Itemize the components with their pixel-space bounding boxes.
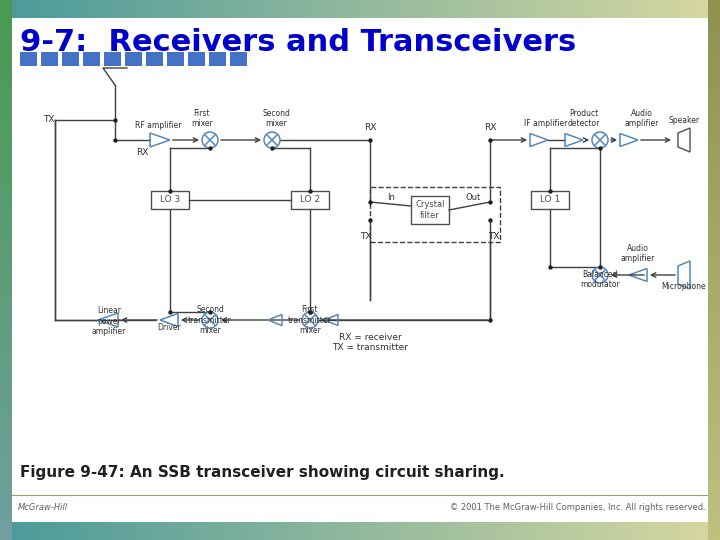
Point bbox=[364, 136, 376, 144]
Text: Linear
power
amplifier: Linear power amplifier bbox=[92, 306, 126, 336]
Point bbox=[109, 116, 121, 124]
Text: Second
mixer: Second mixer bbox=[262, 109, 290, 128]
Text: TX: TX bbox=[360, 232, 372, 241]
Bar bbox=[291, 191, 329, 209]
Text: RF amplifier: RF amplifier bbox=[135, 121, 181, 130]
Bar bbox=[104, 52, 121, 66]
Point bbox=[204, 308, 216, 316]
Text: Product
detector: Product detector bbox=[568, 109, 600, 128]
Text: Out: Out bbox=[465, 193, 480, 202]
Text: In: In bbox=[387, 193, 395, 202]
Point bbox=[544, 262, 556, 271]
Text: TX: TX bbox=[43, 116, 55, 125]
Bar bbox=[188, 52, 205, 66]
Bar bbox=[83, 52, 100, 66]
Text: TX = transmitter: TX = transmitter bbox=[332, 342, 408, 352]
Bar bbox=[531, 191, 569, 209]
Point bbox=[364, 215, 376, 224]
Text: Balanced
modulator: Balanced modulator bbox=[580, 269, 620, 289]
Point bbox=[305, 308, 316, 316]
Point bbox=[544, 187, 556, 195]
Point bbox=[164, 308, 176, 316]
Bar bbox=[209, 52, 226, 66]
Bar bbox=[370, 187, 500, 242]
Bar bbox=[151, 191, 189, 209]
Text: Audio
amplifier: Audio amplifier bbox=[621, 244, 655, 263]
Text: RX: RX bbox=[136, 148, 148, 157]
Point bbox=[204, 144, 216, 152]
Point bbox=[109, 136, 121, 144]
Text: First
mixer: First mixer bbox=[191, 109, 213, 128]
Text: McGraw-Hill: McGraw-Hill bbox=[18, 503, 68, 512]
Text: First
transmitter
mixer: First transmitter mixer bbox=[288, 305, 332, 335]
Bar bbox=[146, 52, 163, 66]
Point bbox=[594, 262, 606, 271]
Text: LO 2: LO 2 bbox=[300, 195, 320, 205]
Text: Figure 9-47: An SSB transceiver showing circuit sharing.: Figure 9-47: An SSB transceiver showing … bbox=[20, 465, 505, 481]
Text: Crystal
filter: Crystal filter bbox=[415, 200, 445, 220]
Point bbox=[485, 215, 496, 224]
Bar bbox=[62, 52, 79, 66]
Text: Microphone: Microphone bbox=[662, 282, 706, 291]
Point bbox=[485, 136, 496, 144]
Text: IF amplifier: IF amplifier bbox=[524, 119, 567, 128]
Text: RX: RX bbox=[484, 123, 496, 132]
Point bbox=[485, 316, 496, 325]
Text: RX: RX bbox=[364, 123, 376, 132]
Bar bbox=[411, 196, 449, 224]
Bar bbox=[125, 52, 142, 66]
Bar bbox=[230, 52, 247, 66]
Bar bbox=[167, 52, 184, 66]
Point bbox=[266, 144, 278, 152]
Point bbox=[164, 187, 176, 195]
Text: Speaker: Speaker bbox=[668, 116, 700, 125]
Text: TX: TX bbox=[488, 232, 500, 241]
Point bbox=[305, 308, 316, 316]
Text: 9-7:  Receivers and Transceivers: 9-7: Receivers and Transceivers bbox=[20, 28, 576, 57]
Point bbox=[594, 144, 606, 152]
Text: LO 3: LO 3 bbox=[160, 195, 180, 205]
Text: LO 1: LO 1 bbox=[540, 195, 560, 205]
Text: Audio
amplifier: Audio amplifier bbox=[625, 109, 660, 128]
Point bbox=[364, 198, 376, 206]
Text: Second
transmitter
mixer: Second transmitter mixer bbox=[188, 305, 232, 335]
Text: Driver: Driver bbox=[157, 323, 181, 332]
Point bbox=[305, 187, 316, 195]
Bar bbox=[41, 52, 58, 66]
Point bbox=[485, 198, 496, 206]
Bar bbox=[20, 52, 37, 66]
Text: RX = receiver: RX = receiver bbox=[338, 334, 401, 342]
Text: © 2001 The McGraw-Hill Companies, Inc. All rights reserved.: © 2001 The McGraw-Hill Companies, Inc. A… bbox=[450, 503, 706, 512]
